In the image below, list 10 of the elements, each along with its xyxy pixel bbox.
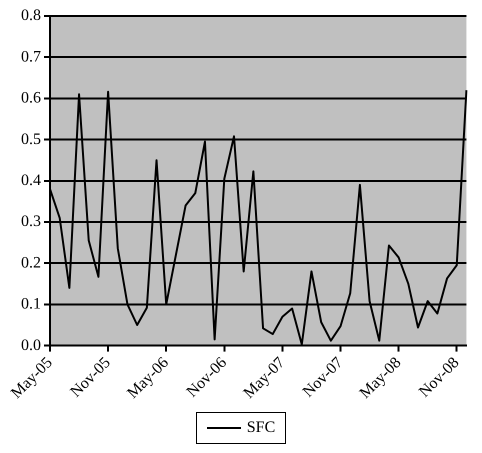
y-tick-label: 0.8: [21, 7, 41, 24]
y-tick-label: 0.3: [21, 213, 41, 230]
y-tick-label: 0.2: [21, 254, 41, 272]
y-tick-label: 0.6: [21, 90, 41, 107]
y-tick-label: 0.1: [21, 296, 41, 313]
legend-label: SFC: [246, 419, 276, 437]
y-tick-label: 0.0: [21, 336, 41, 354]
y-tick-label: 0.4: [21, 172, 41, 190]
y-tick-label: 0.7: [21, 48, 41, 66]
y-tick-label: 0.5: [21, 130, 41, 148]
